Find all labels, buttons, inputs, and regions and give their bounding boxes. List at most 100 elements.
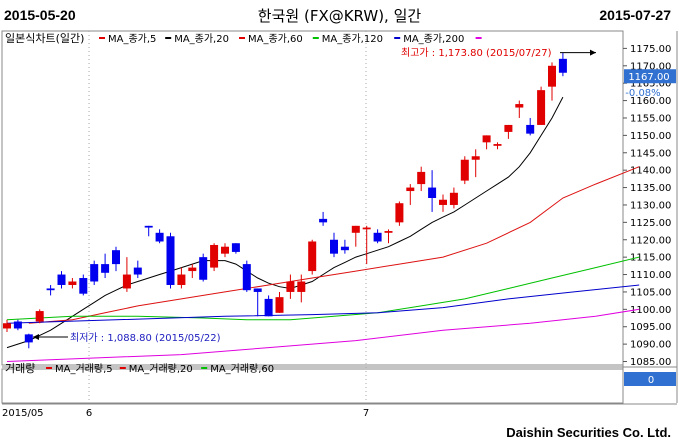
ma-line [28,166,640,324]
candle-body [275,297,284,313]
y-tick-label: 1125.00 [630,218,671,229]
footer-credit: Daishin Securities Co. Ltd. [506,425,671,440]
candle-body [537,90,546,125]
candle-body [504,124,513,132]
y-tick-label: 1100.00 [630,305,671,316]
legend-item-label: MA_종가,120 [322,33,383,45]
y-tick-label: 1165.00 [630,79,671,90]
y-tick-label: 1095.00 [630,322,671,333]
candle-body [449,192,458,205]
candle-body [24,334,33,343]
y-tick-label: 1140.00 [630,166,671,177]
candle-body [373,232,382,242]
candle-body [133,267,142,275]
y-tick-label: 1085.00 [630,357,671,368]
candle-body [482,135,491,143]
change-label: -0.08% [625,88,660,99]
start-date: 2015-05-20 [4,7,76,23]
candle-body [428,187,437,198]
y-tick-label: 1170.00 [630,61,671,72]
ma-line [6,284,640,324]
y-tick-label: 1175.00 [630,44,671,55]
candle-body [330,239,338,254]
candle-body [231,243,240,252]
y-tick-label: 1130.00 [630,200,671,211]
candle-body [221,246,229,254]
candle-body [46,288,55,291]
candle-body [384,231,393,233]
candle-body [308,241,317,272]
candle-body [155,232,164,242]
candle-body [79,278,88,294]
candle-body [417,171,426,185]
candle-body [166,236,175,285]
candle-body [35,311,44,322]
candle-body [395,203,404,223]
candle-body [471,156,480,160]
chart-title: 한국원 (FX@KRW), 일간 [257,7,422,25]
legend-main-label: 일본식차트(일간) [5,31,84,45]
candle-body [264,298,273,317]
volume-legend-label: MA_거래량,20 [129,363,193,375]
y-tick-label: 1145.00 [630,148,671,159]
candle-body [112,250,120,265]
candle-body [3,323,11,329]
candle-body [515,104,524,108]
ma-line [6,308,640,362]
legend-item-label: MA_종가,200 [403,33,464,45]
candle-body [406,187,415,192]
volume-label: 거래량 [5,362,35,375]
candle-body [242,264,251,291]
legend-item-label: MA_종가,5 [108,33,156,45]
x-axis-label: 6 [86,408,92,419]
candle-body [90,264,99,282]
candle-body [362,227,371,230]
candle-body [210,244,219,268]
y-tick-label: 1135.00 [630,183,671,194]
chart-header: 2015-05-20 한국원 (FX@KRW), 일간 2015-07-27 [0,0,679,30]
x-axis-label: 2015/05 [2,408,44,419]
y-tick-label: 1090.00 [630,340,671,351]
volume-value: 0 [648,375,654,386]
candle-body [548,65,556,87]
candle-body [558,58,567,73]
end-date: 2015-07-27 [599,7,671,23]
y-tick-label: 1110.00 [630,270,671,281]
last-price-box [624,69,676,84]
candle-body [319,218,328,223]
candle-body [253,288,262,292]
candle-body [177,274,186,285]
legend-item-label: MA_종가,60 [248,33,303,45]
candle-body [57,274,66,285]
y-tick-label: 1150.00 [630,131,671,142]
candle-body [144,225,153,228]
ma-line [6,256,640,321]
candle-body [122,274,131,289]
x-axis-label: 7 [363,408,369,419]
candle-body [493,144,502,146]
low-annotation: 최저가 : 1,088.80 (2015/05/22) [70,332,221,344]
candle-body [297,281,306,292]
candle-body [439,199,447,205]
y-tick-label: 1155.00 [630,113,671,124]
candle-body [526,124,535,134]
candle-body [286,281,295,292]
ma-line [6,96,564,349]
last-price-label: 1167.00 [628,72,669,83]
y-tick-label: 1120.00 [630,235,671,246]
high-arrow-head [590,49,596,56]
candle-body [351,225,360,233]
low-arrow-head [33,334,39,340]
volume-legend-label: MA_거래량,60 [210,363,274,375]
high-annotation: 최고가 : 1,173.80 (2015/07/27) [401,47,552,59]
y-tick-label: 1115.00 [630,253,671,264]
candle-body [68,281,77,285]
candle-body [460,159,469,181]
candle-body [13,321,22,329]
y-tick-label: 1105.00 [630,287,671,298]
price-panel [1,30,624,366]
legend-item-label: MA_종가,20 [174,33,229,45]
y-tick-label: 1160.00 [630,96,671,107]
candle-body [101,264,110,273]
